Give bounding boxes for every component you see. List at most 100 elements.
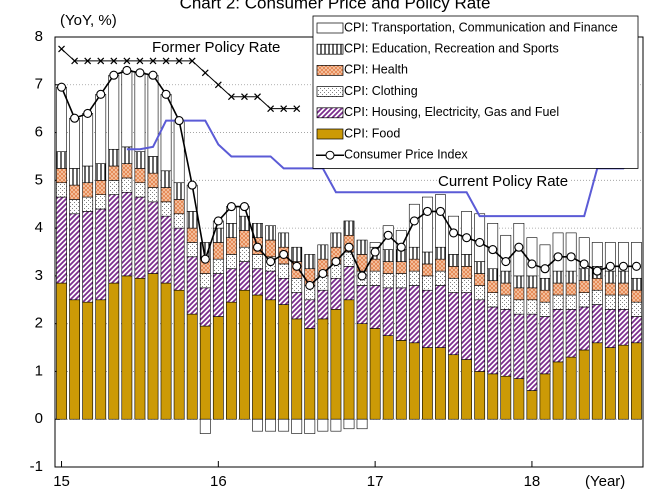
bar-segment bbox=[435, 194, 446, 248]
bar-segment bbox=[435, 347, 446, 420]
bar-segment bbox=[252, 418, 263, 432]
bar-segment bbox=[265, 418, 276, 432]
bar-segment bbox=[631, 277, 642, 291]
bar-segment bbox=[500, 375, 512, 420]
bar-segment bbox=[212, 258, 224, 274]
bar-segment bbox=[382, 273, 394, 289]
bar-segment bbox=[408, 203, 420, 248]
bar-segment bbox=[395, 273, 407, 289]
bar-segment bbox=[173, 199, 185, 215]
bar-segment bbox=[95, 94, 107, 164]
bar-segment bbox=[199, 325, 211, 420]
bar-segment bbox=[461, 292, 472, 360]
legend-swatch bbox=[316, 43, 344, 55]
bar-segment bbox=[500, 282, 512, 296]
bar-segment bbox=[95, 163, 107, 181]
bar-segment bbox=[500, 294, 512, 310]
bar-segment bbox=[369, 285, 381, 329]
bar-segment bbox=[82, 211, 94, 303]
cpi-marker bbox=[279, 249, 289, 259]
cpi-marker bbox=[331, 257, 341, 267]
bar-segment bbox=[382, 261, 394, 274]
bar-segment bbox=[199, 273, 211, 289]
bar-segment bbox=[408, 246, 420, 260]
bar-segment bbox=[134, 168, 146, 184]
bar-segment bbox=[121, 275, 133, 420]
bar-segment bbox=[265, 239, 276, 258]
bar-segment bbox=[147, 273, 159, 420]
cpi-marker bbox=[135, 68, 145, 78]
bar-segment bbox=[591, 289, 603, 305]
bar-segment bbox=[82, 301, 94, 420]
bar-segment bbox=[552, 294, 564, 310]
bar-segment bbox=[539, 301, 551, 317]
bar-segment bbox=[526, 313, 538, 391]
bar-segment bbox=[173, 182, 185, 200]
cpi-marker bbox=[566, 252, 576, 262]
bar-segment bbox=[160, 187, 172, 203]
bar-segment bbox=[304, 328, 316, 420]
bar-segment bbox=[343, 418, 355, 430]
bar-segment bbox=[422, 251, 433, 265]
bar-segment bbox=[69, 184, 80, 200]
bar-segment bbox=[291, 318, 303, 420]
bar-segment bbox=[278, 418, 290, 432]
bar-segment bbox=[578, 292, 590, 308]
y-tick-label: 8 bbox=[35, 28, 43, 45]
bar-segment bbox=[487, 306, 499, 375]
bar-segment bbox=[474, 273, 486, 286]
bar-segment bbox=[395, 340, 407, 420]
chart-title: Chart 2: Consumer Price and Policy Rate bbox=[180, 0, 491, 12]
cpi-marker bbox=[187, 180, 197, 190]
policy-rate-marker bbox=[110, 57, 118, 65]
y-tick-label: 4 bbox=[35, 219, 43, 236]
cpi-marker bbox=[383, 230, 393, 240]
legend-label: CPI: Transportation, Communication and F… bbox=[344, 20, 618, 34]
cpi-marker bbox=[553, 252, 563, 262]
bar-segment bbox=[539, 373, 551, 420]
bar-segment bbox=[278, 232, 290, 248]
policy-rate-marker bbox=[293, 105, 301, 113]
bar-segment bbox=[330, 309, 342, 420]
bar-segment bbox=[435, 246, 446, 260]
bar-segment bbox=[382, 249, 394, 262]
bar-segment bbox=[461, 254, 472, 267]
cpi-marker bbox=[344, 242, 354, 252]
bar-segment bbox=[134, 196, 146, 279]
cpi-marker bbox=[109, 70, 119, 80]
bar-segment bbox=[474, 213, 486, 262]
legend-swatch bbox=[316, 22, 344, 34]
bar-segment bbox=[226, 301, 237, 420]
bar-segment bbox=[526, 237, 538, 277]
y-tick-label: 5 bbox=[35, 171, 43, 188]
bar-segment bbox=[186, 256, 198, 315]
cpi-marker bbox=[435, 206, 446, 216]
bar-segment bbox=[212, 242, 224, 260]
cpi-marker bbox=[409, 216, 419, 226]
cpi-marker bbox=[318, 268, 328, 279]
bar-segment bbox=[539, 316, 551, 375]
bar-segment bbox=[422, 275, 433, 291]
bar-segment bbox=[618, 242, 629, 272]
legend-swatch bbox=[316, 86, 344, 97]
bar-segment bbox=[304, 299, 316, 329]
bar-segment bbox=[186, 313, 198, 420]
bar-segment bbox=[265, 299, 276, 420]
bar-segment bbox=[69, 199, 80, 215]
bar-segment bbox=[448, 354, 459, 420]
x-tick-label: 15 bbox=[53, 473, 70, 490]
bar-segment bbox=[317, 318, 329, 420]
bar-segment bbox=[173, 289, 185, 420]
bar-segment bbox=[82, 196, 94, 212]
bar-segment bbox=[487, 268, 499, 281]
policy-rate-marker bbox=[84, 57, 92, 65]
bar-segment bbox=[565, 356, 577, 420]
bar-segment bbox=[226, 254, 237, 270]
bar-segment bbox=[448, 254, 459, 267]
bar-segment bbox=[108, 180, 120, 195]
bar-segment bbox=[121, 163, 133, 179]
bar-segment bbox=[448, 277, 459, 293]
bar-segment bbox=[422, 289, 433, 348]
